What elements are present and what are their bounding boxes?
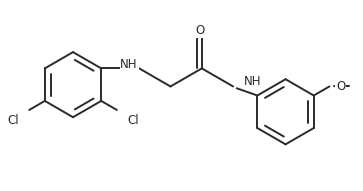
Text: O: O [336,80,345,93]
Text: Cl: Cl [7,114,19,127]
Text: Cl: Cl [127,114,139,127]
Text: O: O [195,24,204,37]
Text: NH: NH [120,57,138,70]
Text: NH: NH [244,74,261,87]
